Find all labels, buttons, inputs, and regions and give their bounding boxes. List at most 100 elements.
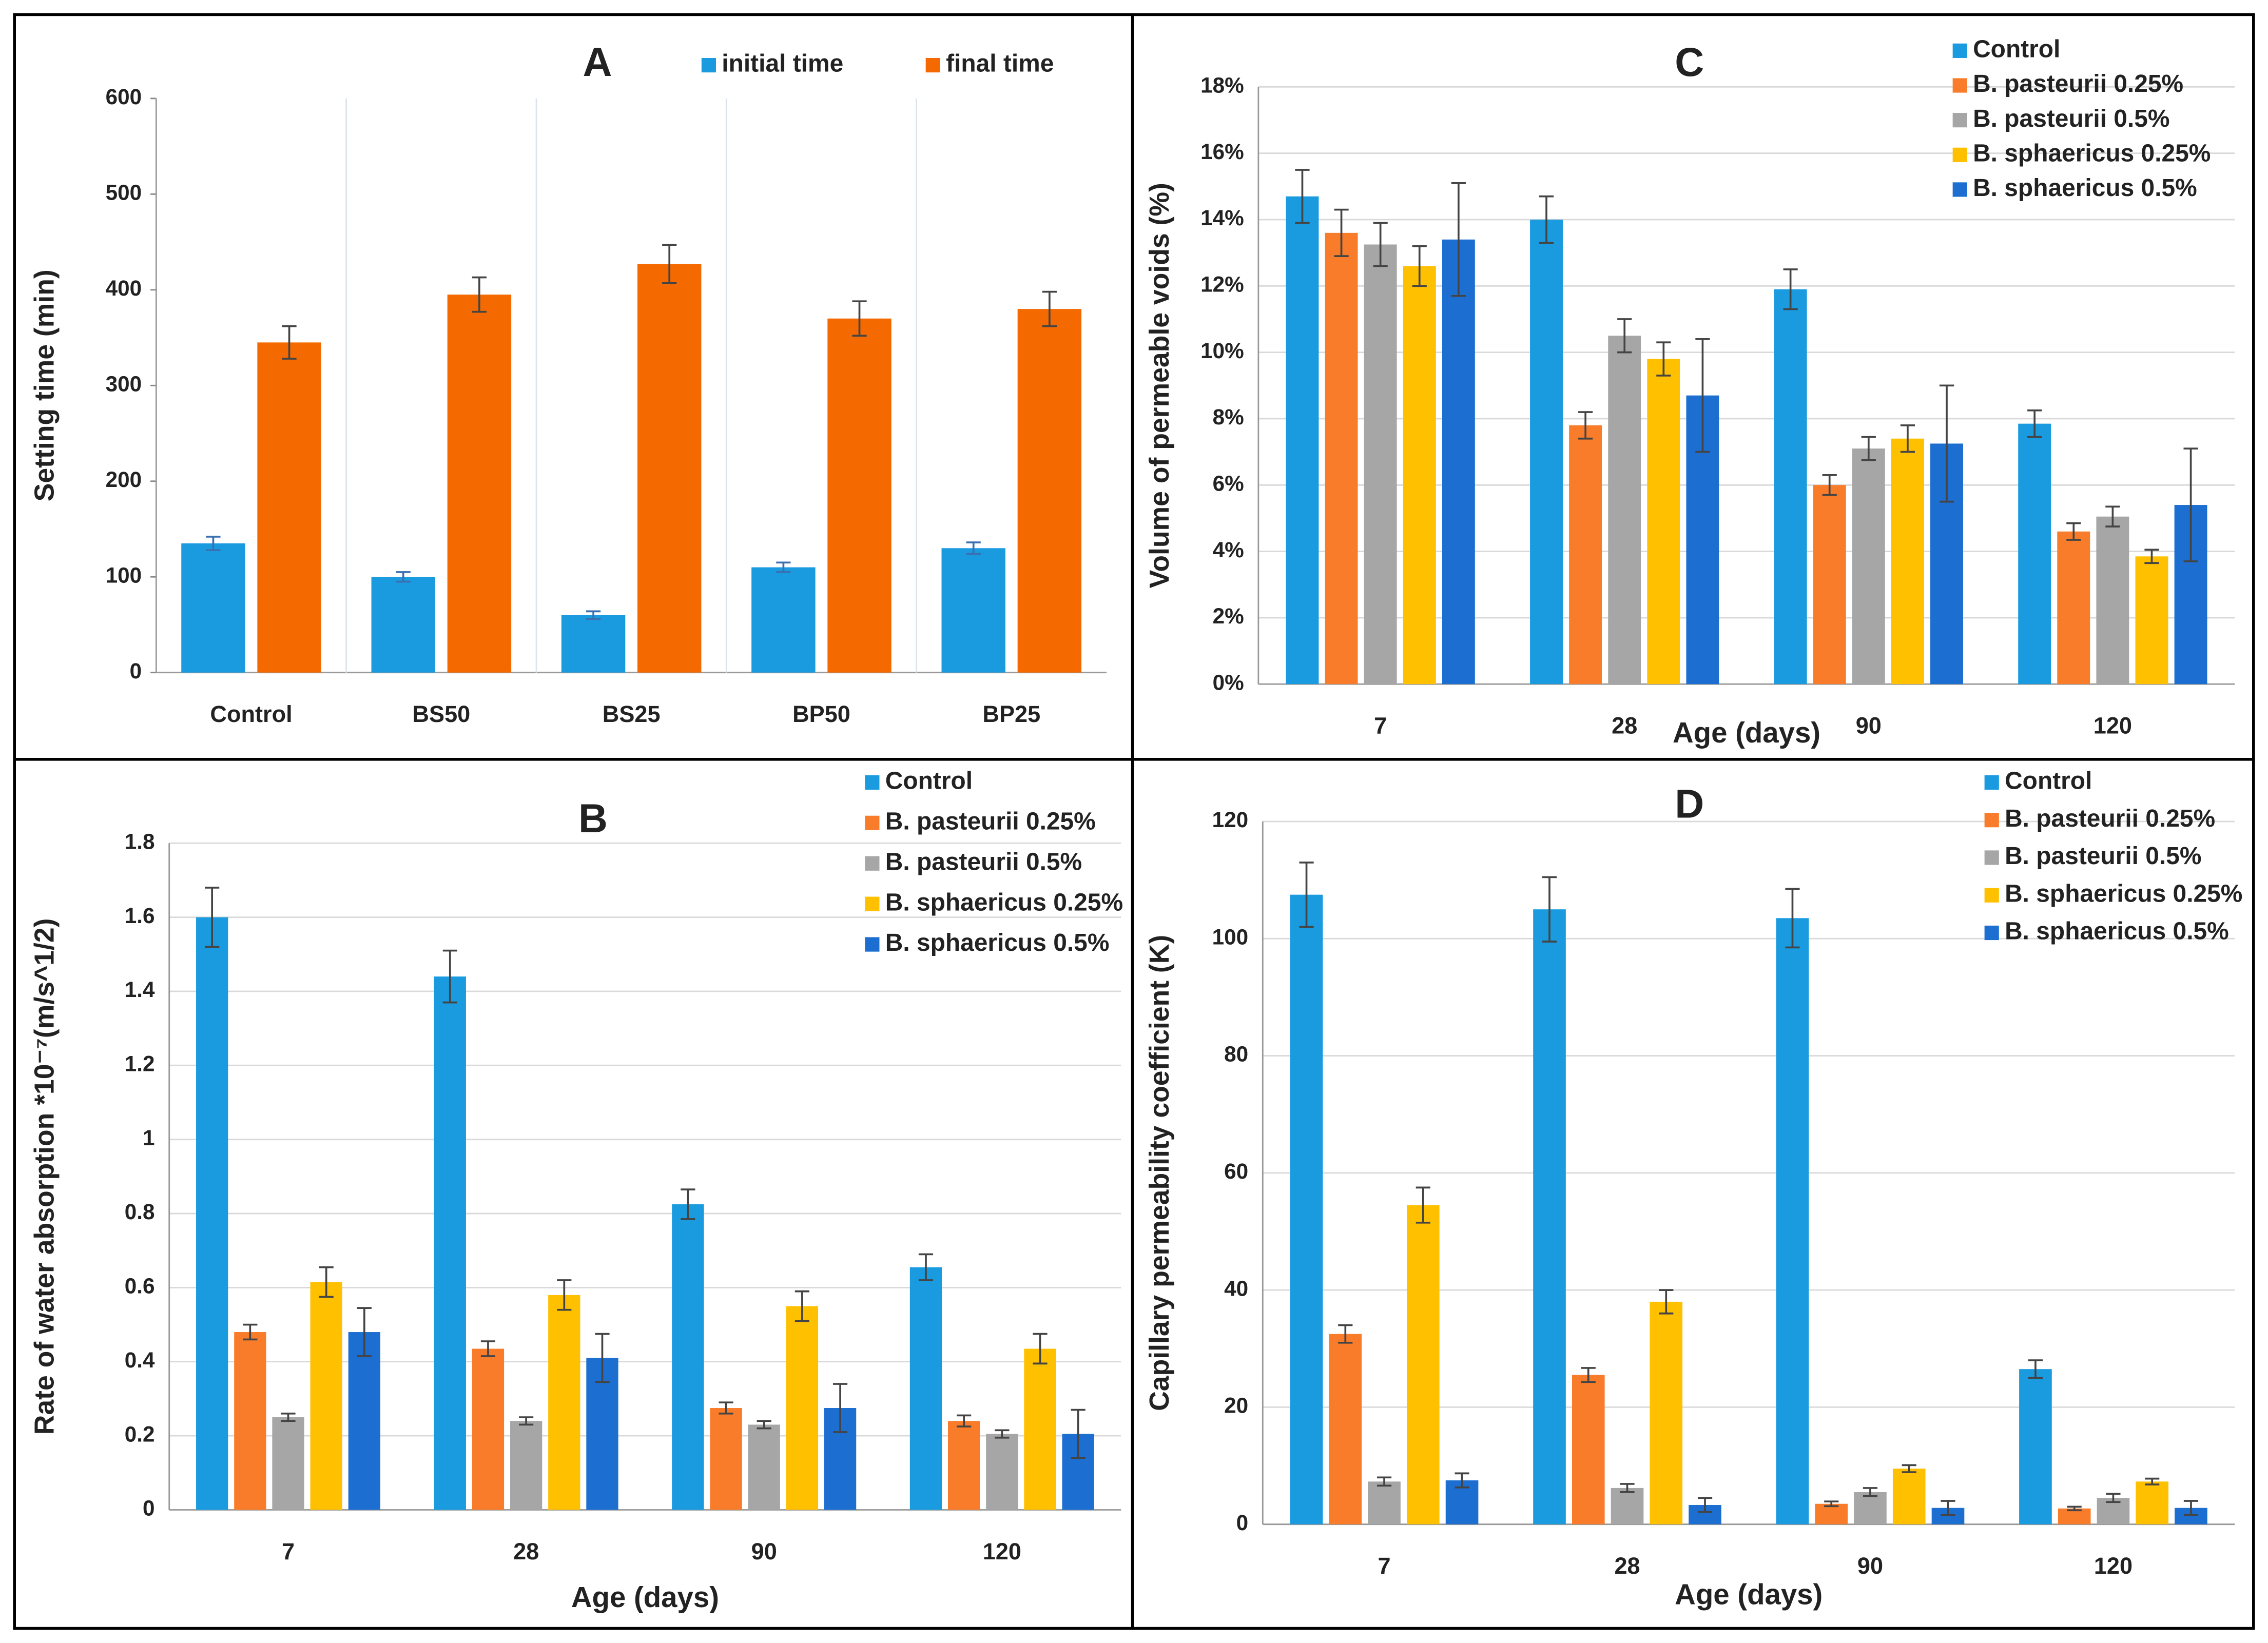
- error-bar: [1539, 195, 1554, 244]
- legend-swatch: [1984, 813, 1999, 828]
- y-tick-label: 18%: [1200, 73, 1244, 97]
- bar: [710, 1407, 742, 1510]
- legend-swatch: [1952, 113, 1967, 128]
- bar: [909, 1267, 942, 1510]
- x-tick-label: 90: [1857, 1553, 1883, 1579]
- legend-label: final time: [946, 50, 1054, 77]
- bar: [1406, 1205, 1440, 1524]
- y-axis-label: Capillary permeability coefficient (K): [1145, 935, 1175, 1411]
- y-tick-label: 100: [1212, 925, 1249, 949]
- bar: [447, 295, 512, 673]
- error-bar: [1412, 245, 1427, 287]
- y-tick-label: 20: [1224, 1394, 1248, 1418]
- y-tick-label: 600: [106, 85, 142, 109]
- error-bar: [1542, 876, 1557, 943]
- error-bar: [1578, 411, 1593, 440]
- x-tick-label: 28: [1612, 713, 1637, 739]
- y-tick-label: 1.6: [125, 904, 155, 928]
- error-bar: [2066, 522, 2081, 541]
- legend-label: B. pasteurii 0.5%: [885, 848, 1082, 875]
- legend-label: B. sphaericus 0.5%: [2005, 918, 2229, 945]
- bar: [1024, 1348, 1056, 1510]
- y-tick-label: 80: [1224, 1042, 1248, 1066]
- bar: [310, 1282, 342, 1510]
- error-bar: [519, 1416, 534, 1426]
- legend-label: B. pasteurii 0.5%: [2005, 843, 2201, 870]
- y-tick-label: 500: [106, 181, 142, 205]
- bar: [786, 1306, 819, 1510]
- error-bar: [2183, 447, 2198, 562]
- error-bar: [1338, 1324, 1353, 1344]
- bar: [1569, 425, 1602, 684]
- y-tick-label: 0: [130, 659, 142, 683]
- bar: [637, 264, 702, 673]
- y-tick-label: 1.4: [125, 977, 155, 1002]
- x-tick-label: BS50: [412, 701, 470, 727]
- x-tick-label: 28: [513, 1538, 539, 1564]
- error-bar: [832, 1383, 848, 1433]
- error-bar: [2106, 1493, 2121, 1503]
- legend-swatch: [1952, 147, 1967, 162]
- error-bar: [2144, 549, 2159, 564]
- y-tick-label: 0.2: [125, 1422, 155, 1446]
- error-bar: [719, 1401, 733, 1415]
- legend-label: Control: [885, 768, 973, 795]
- error-bar: [472, 276, 487, 313]
- legend-label: B. pasteurii 0.5%: [1973, 105, 2169, 132]
- x-axis-label: Age (days): [1673, 716, 1820, 749]
- y-tick-label: 400: [106, 276, 142, 300]
- error-bar: [1659, 1289, 1674, 1315]
- legend-label: B. sphaericus 0.5%: [885, 929, 1110, 956]
- error-bar: [1071, 1409, 1085, 1459]
- error-bar: [681, 1188, 695, 1220]
- bar: [941, 548, 1005, 673]
- error-bar: [205, 887, 220, 948]
- x-tick-label: 90: [751, 1538, 777, 1564]
- error-bar: [1902, 1464, 1916, 1473]
- error-bar: [1697, 1497, 1713, 1513]
- error-bar: [1334, 208, 1349, 257]
- legend-swatch: [865, 775, 880, 790]
- bar: [1813, 485, 1846, 684]
- x-tick-label: 120: [2093, 713, 2132, 739]
- legend-label: B. sphaericus 0.25%: [2005, 880, 2242, 907]
- error-bar: [206, 536, 221, 551]
- legend-swatch: [1984, 888, 1999, 903]
- error-bar: [1824, 1500, 1839, 1508]
- error-bar: [2105, 505, 2120, 527]
- bar: [1854, 1492, 1887, 1524]
- legend-label: B. pasteurii 0.25%: [2005, 805, 2215, 832]
- x-tick-label: 120: [2094, 1553, 2133, 1579]
- bar: [2096, 516, 2129, 684]
- bar: [986, 1434, 1018, 1510]
- error-bar: [957, 1414, 972, 1427]
- legend-label: initial time: [722, 50, 843, 77]
- error-bar: [1783, 268, 1798, 310]
- x-tick-label: 7: [1374, 713, 1387, 739]
- error-bar: [2067, 1505, 2082, 1512]
- chart-title: C: [1675, 40, 1704, 85]
- y-tick-label: 16%: [1200, 140, 1244, 164]
- y-tick-label: 8%: [1213, 405, 1244, 429]
- bar: [2018, 423, 2051, 684]
- y-tick-label: 40: [1224, 1276, 1248, 1300]
- bar: [2057, 531, 2090, 684]
- bar: [1530, 219, 1563, 684]
- y-tick-label: 1: [143, 1126, 155, 1150]
- bar: [181, 543, 245, 673]
- bar: [472, 1348, 505, 1510]
- error-bar: [1656, 341, 1671, 377]
- bar: [2019, 1369, 2052, 1524]
- error-bar: [757, 1420, 771, 1430]
- bar: [272, 1417, 304, 1510]
- x-tick-label: 28: [1614, 1553, 1640, 1579]
- y-axis-label: Rate of water absorption *10⁻⁷(m/s^1/2): [29, 918, 60, 1435]
- error-bar: [1941, 1500, 1955, 1516]
- bar: [561, 615, 626, 673]
- error-bar: [281, 1412, 296, 1422]
- legend-label: B. sphaericus 0.25%: [1973, 140, 2211, 167]
- error-bar: [1861, 436, 1876, 461]
- y-axis-label: Setting time (min): [29, 269, 60, 501]
